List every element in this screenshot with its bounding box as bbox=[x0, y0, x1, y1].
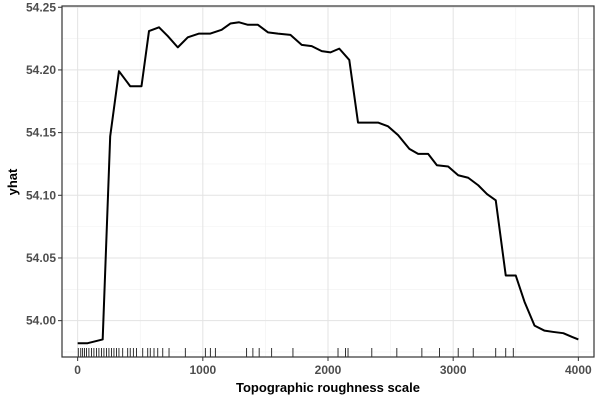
x-tick-label: 4000 bbox=[565, 363, 592, 377]
y-tick-label: 54.20 bbox=[26, 63, 56, 77]
y-tick-label: 54.05 bbox=[26, 251, 56, 265]
x-tick-label: 0 bbox=[74, 363, 81, 377]
x-axis-title: Topographic roughness scale bbox=[236, 380, 420, 395]
x-tick-label: 2000 bbox=[315, 363, 342, 377]
x-axis: 0 1000 2000 3000 4000 bbox=[74, 357, 592, 377]
y-tick-label: 54.25 bbox=[26, 0, 56, 14]
y-tick-label: 54.15 bbox=[26, 126, 56, 140]
y-axis-title: yhat bbox=[5, 168, 20, 195]
y-tick-label: 54.00 bbox=[26, 314, 56, 328]
y-axis: 54.00 54.05 54.10 54.15 54.20 54.25 bbox=[26, 0, 62, 328]
major-gridlines bbox=[62, 6, 594, 357]
x-tick-label: 1000 bbox=[189, 363, 216, 377]
x-tick-label: 3000 bbox=[440, 363, 467, 377]
series-line bbox=[77, 21, 579, 345]
y-tick-label: 54.10 bbox=[26, 188, 56, 202]
rug-marks bbox=[77, 348, 514, 357]
